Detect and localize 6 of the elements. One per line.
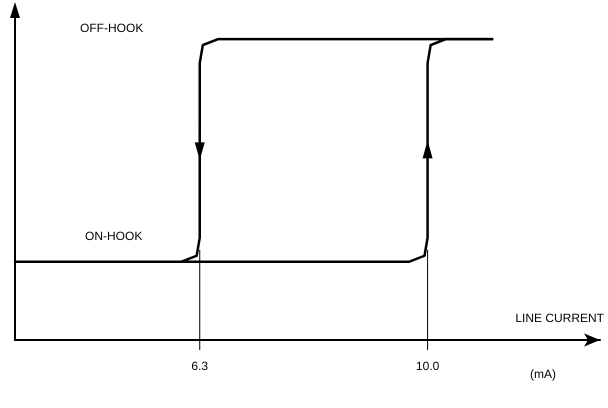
x-tick-label: 10.0	[416, 359, 440, 373]
text: (mA)	[530, 367, 556, 381]
text: OFF-HOOK	[80, 21, 144, 35]
x-axis-title: LINE CURRENT	[515, 311, 605, 325]
x-tick-label: 6.3	[191, 359, 208, 373]
annotation: ON-HOOK	[85, 229, 142, 243]
